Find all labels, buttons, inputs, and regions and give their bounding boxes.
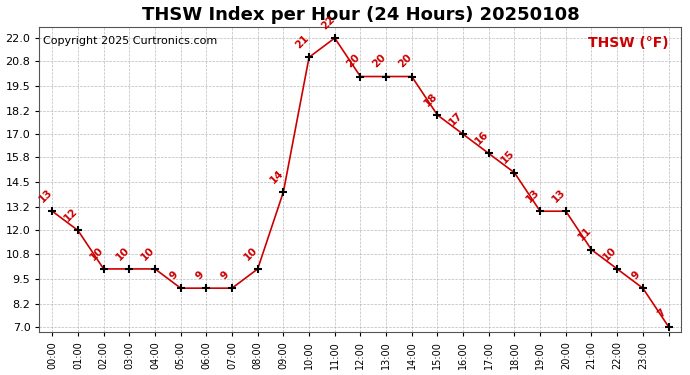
Text: 9: 9 (193, 269, 206, 281)
Text: 9: 9 (219, 269, 231, 281)
Text: 14: 14 (268, 168, 285, 185)
Text: 20: 20 (371, 52, 388, 70)
Text: 10: 10 (139, 244, 157, 262)
Text: 13: 13 (37, 187, 54, 204)
Text: 21: 21 (293, 33, 310, 50)
Text: 10: 10 (88, 244, 106, 262)
Text: 11: 11 (576, 225, 593, 243)
Text: 9: 9 (168, 269, 180, 281)
Text: 16: 16 (473, 129, 491, 147)
Text: THSW (°F): THSW (°F) (589, 36, 669, 50)
Text: 13: 13 (550, 187, 568, 204)
Text: 13: 13 (524, 187, 542, 204)
Text: 20: 20 (345, 52, 362, 70)
Text: 22: 22 (319, 14, 337, 31)
Text: 10: 10 (602, 244, 619, 262)
Text: 20: 20 (396, 52, 413, 70)
Text: 9: 9 (630, 269, 642, 281)
Text: 17: 17 (447, 110, 465, 127)
Text: 12: 12 (62, 206, 79, 224)
Text: 18: 18 (422, 91, 439, 108)
Title: THSW Index per Hour (24 Hours) 20250108: THSW Index per Hour (24 Hours) 20250108 (141, 6, 580, 24)
Text: 7: 7 (656, 308, 668, 320)
Text: Copyright 2025 Curtronics.com: Copyright 2025 Curtronics.com (43, 36, 217, 46)
Text: 10: 10 (114, 244, 131, 262)
Text: 10: 10 (242, 244, 259, 262)
Text: 15: 15 (499, 148, 516, 166)
